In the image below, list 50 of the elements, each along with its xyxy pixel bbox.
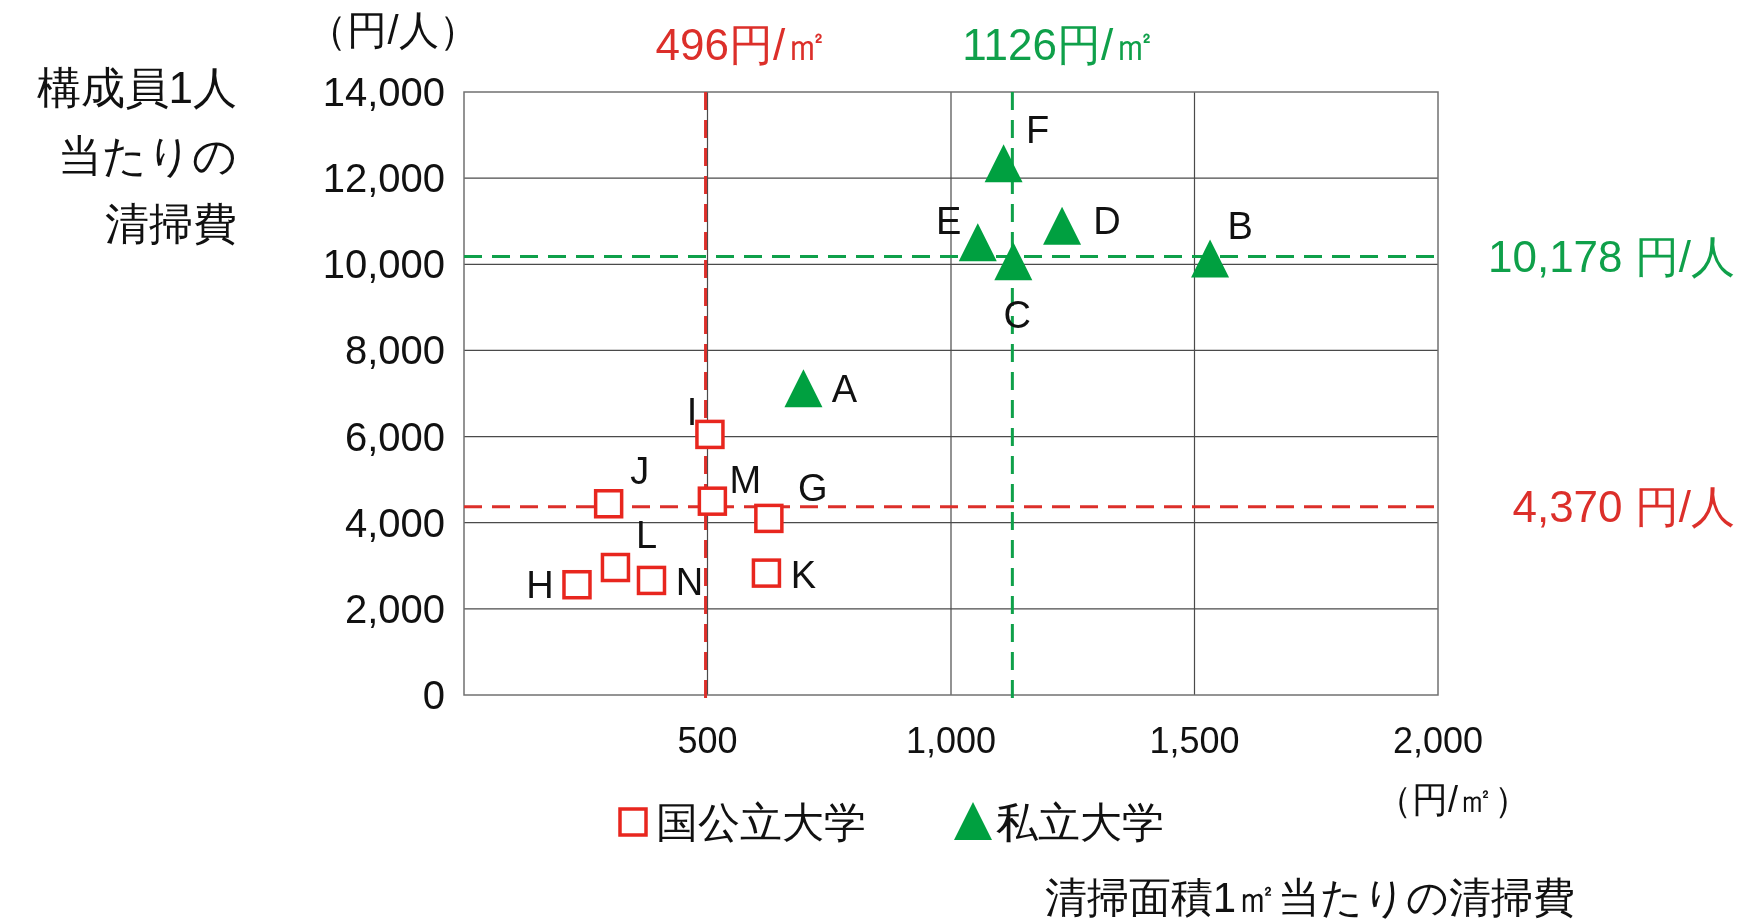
annotation: K	[790, 554, 817, 597]
y-tick-label: 2,000	[344, 586, 445, 631]
annotation: G	[798, 467, 828, 510]
ref-line-label: 10,178 円/人	[1487, 232, 1735, 282]
annotation: J	[630, 449, 650, 492]
annotation: N	[675, 561, 704, 604]
annotation: H	[526, 563, 554, 606]
y-tick-label: 4,000	[344, 500, 445, 545]
x-axis-title: 清掃面積1㎡当たりの清掃費	[1044, 873, 1576, 921]
point	[1191, 239, 1230, 278]
annotation: F	[1025, 109, 1050, 152]
y-tick-label: 0	[422, 673, 445, 717]
point	[636, 565, 667, 596]
point	[984, 144, 1023, 183]
y-tick-label: 6,000	[344, 414, 445, 459]
annotation: L	[635, 513, 658, 556]
ref-line-label: 496円/㎡	[655, 19, 830, 69]
point	[1043, 206, 1082, 245]
text: （円/人）	[307, 8, 479, 52]
annotation: B	[1227, 204, 1253, 247]
annotation: E	[936, 200, 962, 243]
y-tick-label: 14,000	[322, 70, 445, 114]
y-tick-label: 12,000	[322, 156, 445, 201]
ref-line-label: 4,370 円/人	[1512, 482, 1735, 532]
x-tick-label: 2,000	[1392, 719, 1484, 761]
ref-line-label: 1126円/㎡	[962, 19, 1158, 69]
point	[751, 558, 782, 588]
x-tick-label: 1,500	[1149, 719, 1240, 761]
point	[562, 569, 592, 600]
x-tick-label: 1,000	[905, 719, 997, 761]
legend-label: 私立大学	[996, 798, 1164, 846]
point	[697, 486, 728, 516]
point	[593, 489, 624, 519]
annotation: A	[831, 368, 858, 411]
y-axis-title: 構成員1人当たりの清掃費	[35, 62, 237, 250]
point	[958, 223, 997, 262]
point	[754, 503, 784, 534]
legend-label: 国公立大学	[656, 798, 866, 846]
point	[695, 419, 725, 450]
annotation: C	[1003, 294, 1032, 337]
point	[994, 242, 1033, 281]
y-tick-label: 10,000	[322, 242, 445, 287]
y-tick-label: 8,000	[344, 328, 445, 373]
point	[784, 369, 823, 408]
annotation: D	[1093, 199, 1121, 242]
text: （円/㎡）	[1375, 778, 1531, 820]
annotation: I	[686, 391, 698, 434]
annotation: M	[729, 459, 762, 502]
x-tick-label: 500	[677, 719, 738, 761]
point	[600, 552, 631, 583]
